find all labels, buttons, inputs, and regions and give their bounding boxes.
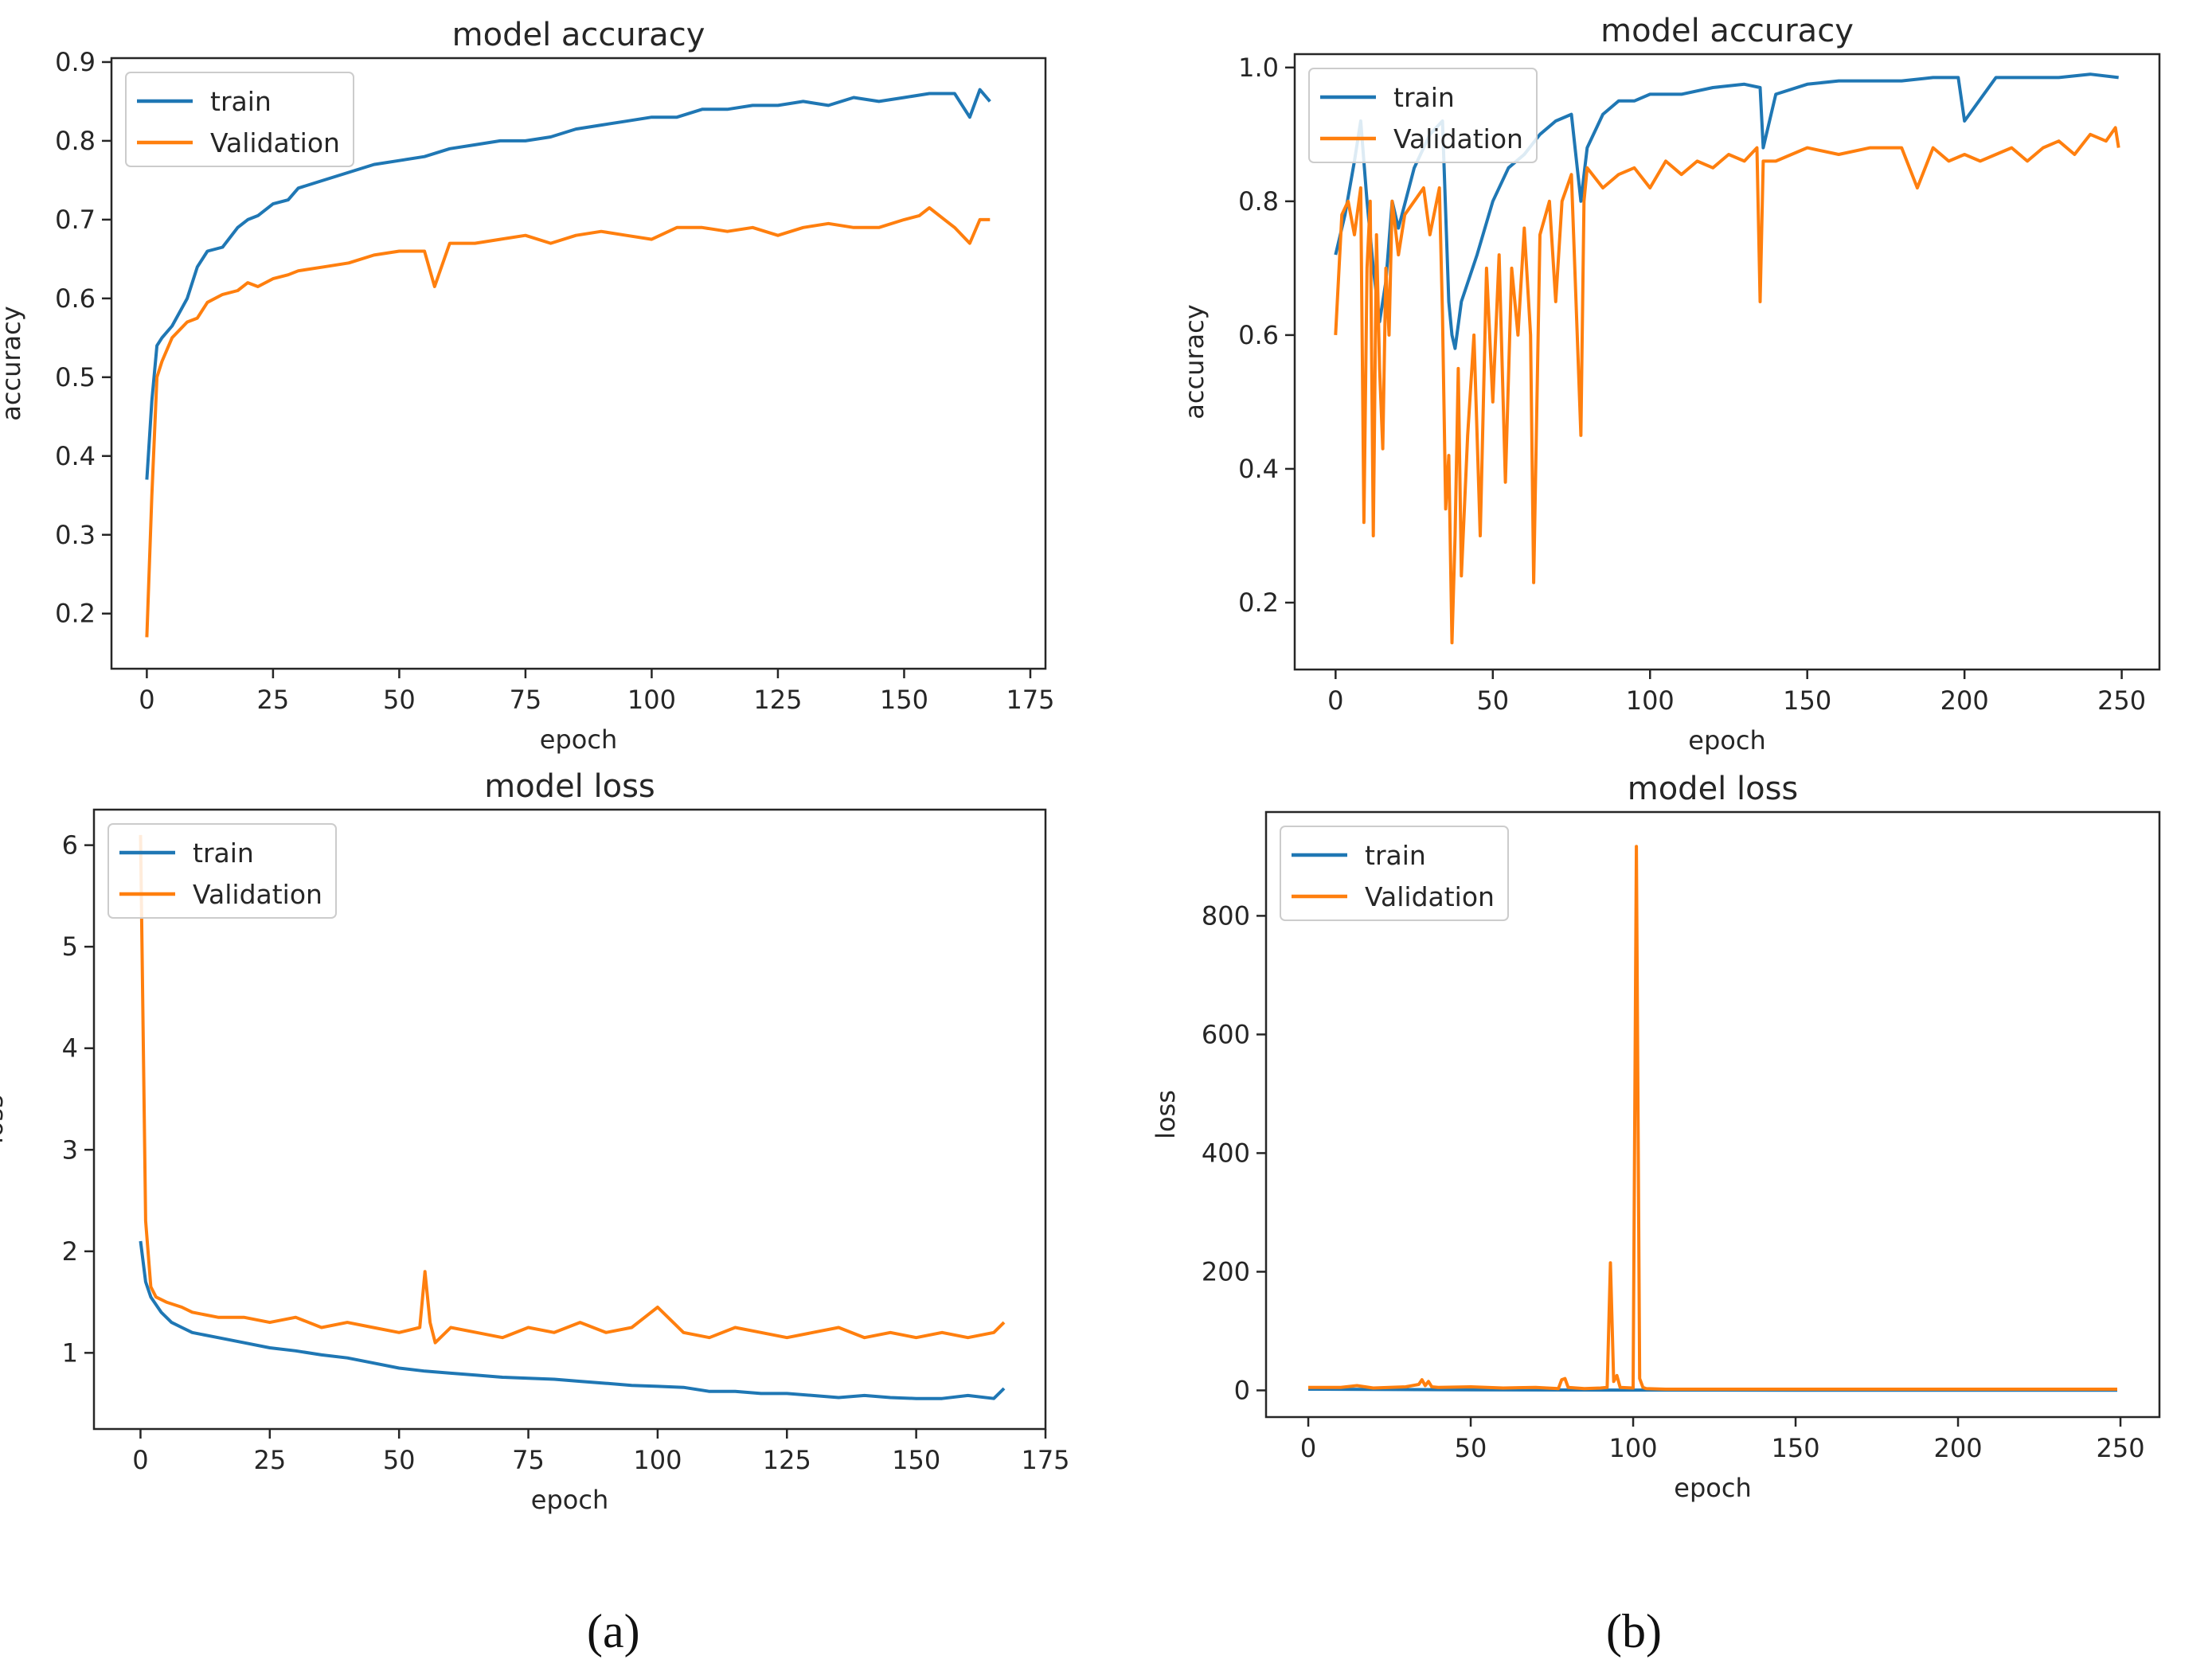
y-tick-label: 0.5: [55, 362, 96, 392]
axes-frame: [110, 57, 1047, 670]
y-tick-label: 800: [1202, 900, 1250, 931]
legend: train Validation: [107, 823, 337, 919]
y-tick-label: 4: [62, 1033, 78, 1064]
chart-a-accuracy: 0 25 50 75 100 125 150 175 0.2 0.3 0.4 0.5 0.6 0.7 0.8…: [0, 17, 1055, 755]
axes-frame: [92, 808, 1047, 1431]
chart-title: model accuracy: [452, 17, 705, 53]
y-tick-label: 0.2: [1238, 588, 1279, 618]
x-tick-label: 50: [383, 1445, 416, 1475]
x-tick-label: 50: [383, 685, 416, 715]
x-tick-label: 75: [510, 685, 542, 715]
legend: train Validation: [1280, 826, 1509, 921]
x-tick-label: 250: [2097, 1433, 2145, 1463]
legend-label-train: train: [1365, 840, 1426, 871]
legend-label-validation: Validation: [210, 127, 340, 158]
legend: train Validation: [125, 72, 354, 167]
legend-label-train: train: [1393, 82, 1455, 113]
y-axis-label: loss: [1151, 1090, 1181, 1139]
series-line-validation: [1334, 126, 2120, 645]
x-tick-label: 150: [1783, 685, 1831, 716]
x-tick-label: 150: [1772, 1433, 1820, 1463]
legend: train Validation: [1308, 68, 1538, 163]
y-tick-label: 0.9: [55, 47, 96, 77]
y-tick-label: 0.8: [55, 126, 96, 156]
x-tick-label: 25: [253, 1445, 286, 1475]
chart-title: model accuracy: [1600, 13, 1854, 49]
chart-b-accuracy: 0 50 100 150 200 250 0.2 0.4 0.6 0.8 1.0 model accu…: [1179, 13, 2161, 756]
y-tick-label: 0.7: [55, 205, 96, 235]
legend-label-train: train: [193, 838, 254, 869]
y-tick-label: 1: [62, 1337, 78, 1368]
x-tick-label: 200: [1940, 685, 1989, 716]
x-tick-label: 200: [1934, 1433, 1983, 1463]
y-tick-label: 0.4: [1238, 454, 1279, 484]
x-tick-label: 25: [257, 685, 290, 715]
y-tick-label: 3: [62, 1134, 78, 1165]
x-tick-label: 0: [132, 1445, 148, 1475]
plot-area: 0 50 100 150 200 250 0.2 0.4 0.6 0.8 1.0 model accu…: [1179, 13, 2161, 756]
y-tick-label: 2: [62, 1236, 78, 1267]
x-tick-label: 100: [1626, 685, 1675, 716]
y-tick-label: 0.8: [1238, 186, 1279, 217]
y-axis-label: loss: [0, 1095, 9, 1144]
y-tick-label: 0.6: [1238, 320, 1279, 350]
legend-label-validation: Validation: [193, 879, 322, 910]
axes-frame: [1264, 810, 2161, 1419]
plot-area: 0 25 50 75 100 125 150 175 0.2 0.3 0.4 0.5 0.6 0.7 0.8…: [0, 17, 1055, 755]
legend-label-validation: Validation: [1393, 123, 1523, 154]
legend-label-train: train: [210, 86, 272, 117]
x-tick-label: 0: [139, 685, 154, 715]
x-tick-label: 0: [1327, 685, 1343, 716]
x-axis-label: epoch: [1674, 1473, 1751, 1503]
series-line-train: [139, 1240, 1006, 1400]
y-axis-label: accuracy: [1179, 304, 1210, 419]
x-axis-label: epoch: [531, 1485, 608, 1515]
axes-frame: [1293, 53, 2161, 671]
y-tick-label: 0.2: [55, 599, 96, 629]
x-tick-label: 175: [1021, 1445, 1069, 1475]
x-tick-label: 100: [1609, 1433, 1658, 1463]
x-tick-label: 175: [1006, 685, 1054, 715]
series-line-validation: [139, 834, 1006, 1345]
y-tick-label: 0.4: [55, 441, 96, 471]
x-tick-label: 125: [763, 1445, 811, 1475]
y-tick-label: 6: [62, 830, 78, 861]
y-tick-label: 400: [1202, 1138, 1250, 1168]
plot-area: 0 25 50 75 100 125 150 175 1 2 3 4 5 6 model loss epoch…: [0, 768, 1070, 1515]
y-tick-label: 0.3: [55, 520, 96, 550]
y-tick-label: 0.6: [55, 283, 96, 314]
x-tick-label: 125: [753, 685, 802, 715]
x-tick-label: 100: [633, 1445, 682, 1475]
x-tick-label: 150: [880, 685, 928, 715]
caption-b: (b): [1606, 1605, 1662, 1657]
y-tick-label: 200: [1202, 1256, 1250, 1287]
y-tick-label: 5: [62, 931, 78, 962]
y-tick-label: 1.0: [1238, 53, 1279, 83]
series-line-train: [145, 88, 991, 480]
y-tick-label: 0: [1234, 1375, 1250, 1405]
x-tick-label: 100: [627, 685, 676, 715]
x-tick-label: 0: [1300, 1433, 1316, 1463]
series-line-validation: [145, 206, 991, 638]
chart-title: model loss: [1628, 771, 1799, 807]
x-tick-label: 250: [2097, 685, 2146, 716]
chart-b-loss: 0 50 100 150 200 250 0 200 400 600 800 model loss ep…: [1151, 771, 2161, 1503]
series-line-validation: [1308, 845, 2117, 1391]
x-tick-label: 150: [892, 1445, 940, 1475]
x-axis-label: epoch: [540, 724, 617, 755]
x-tick-label: 75: [512, 1445, 545, 1475]
chart-a-loss: 0 25 50 75 100 125 150 175 1 2 3 4 5 6 model loss epoch…: [0, 768, 1070, 1515]
x-tick-label: 50: [1476, 685, 1509, 716]
legend-label-validation: Validation: [1365, 881, 1495, 912]
plot-area: 0 50 100 150 200 250 0 200 400 600 800 model loss ep…: [1151, 771, 2161, 1503]
chart-title: model loss: [484, 768, 655, 805]
x-tick-label: 50: [1455, 1433, 1487, 1463]
y-tick-label: 600: [1202, 1019, 1250, 1049]
x-axis-label: epoch: [1688, 725, 1765, 756]
y-axis-label: accuracy: [0, 306, 26, 420]
caption-a: (a): [587, 1605, 640, 1657]
